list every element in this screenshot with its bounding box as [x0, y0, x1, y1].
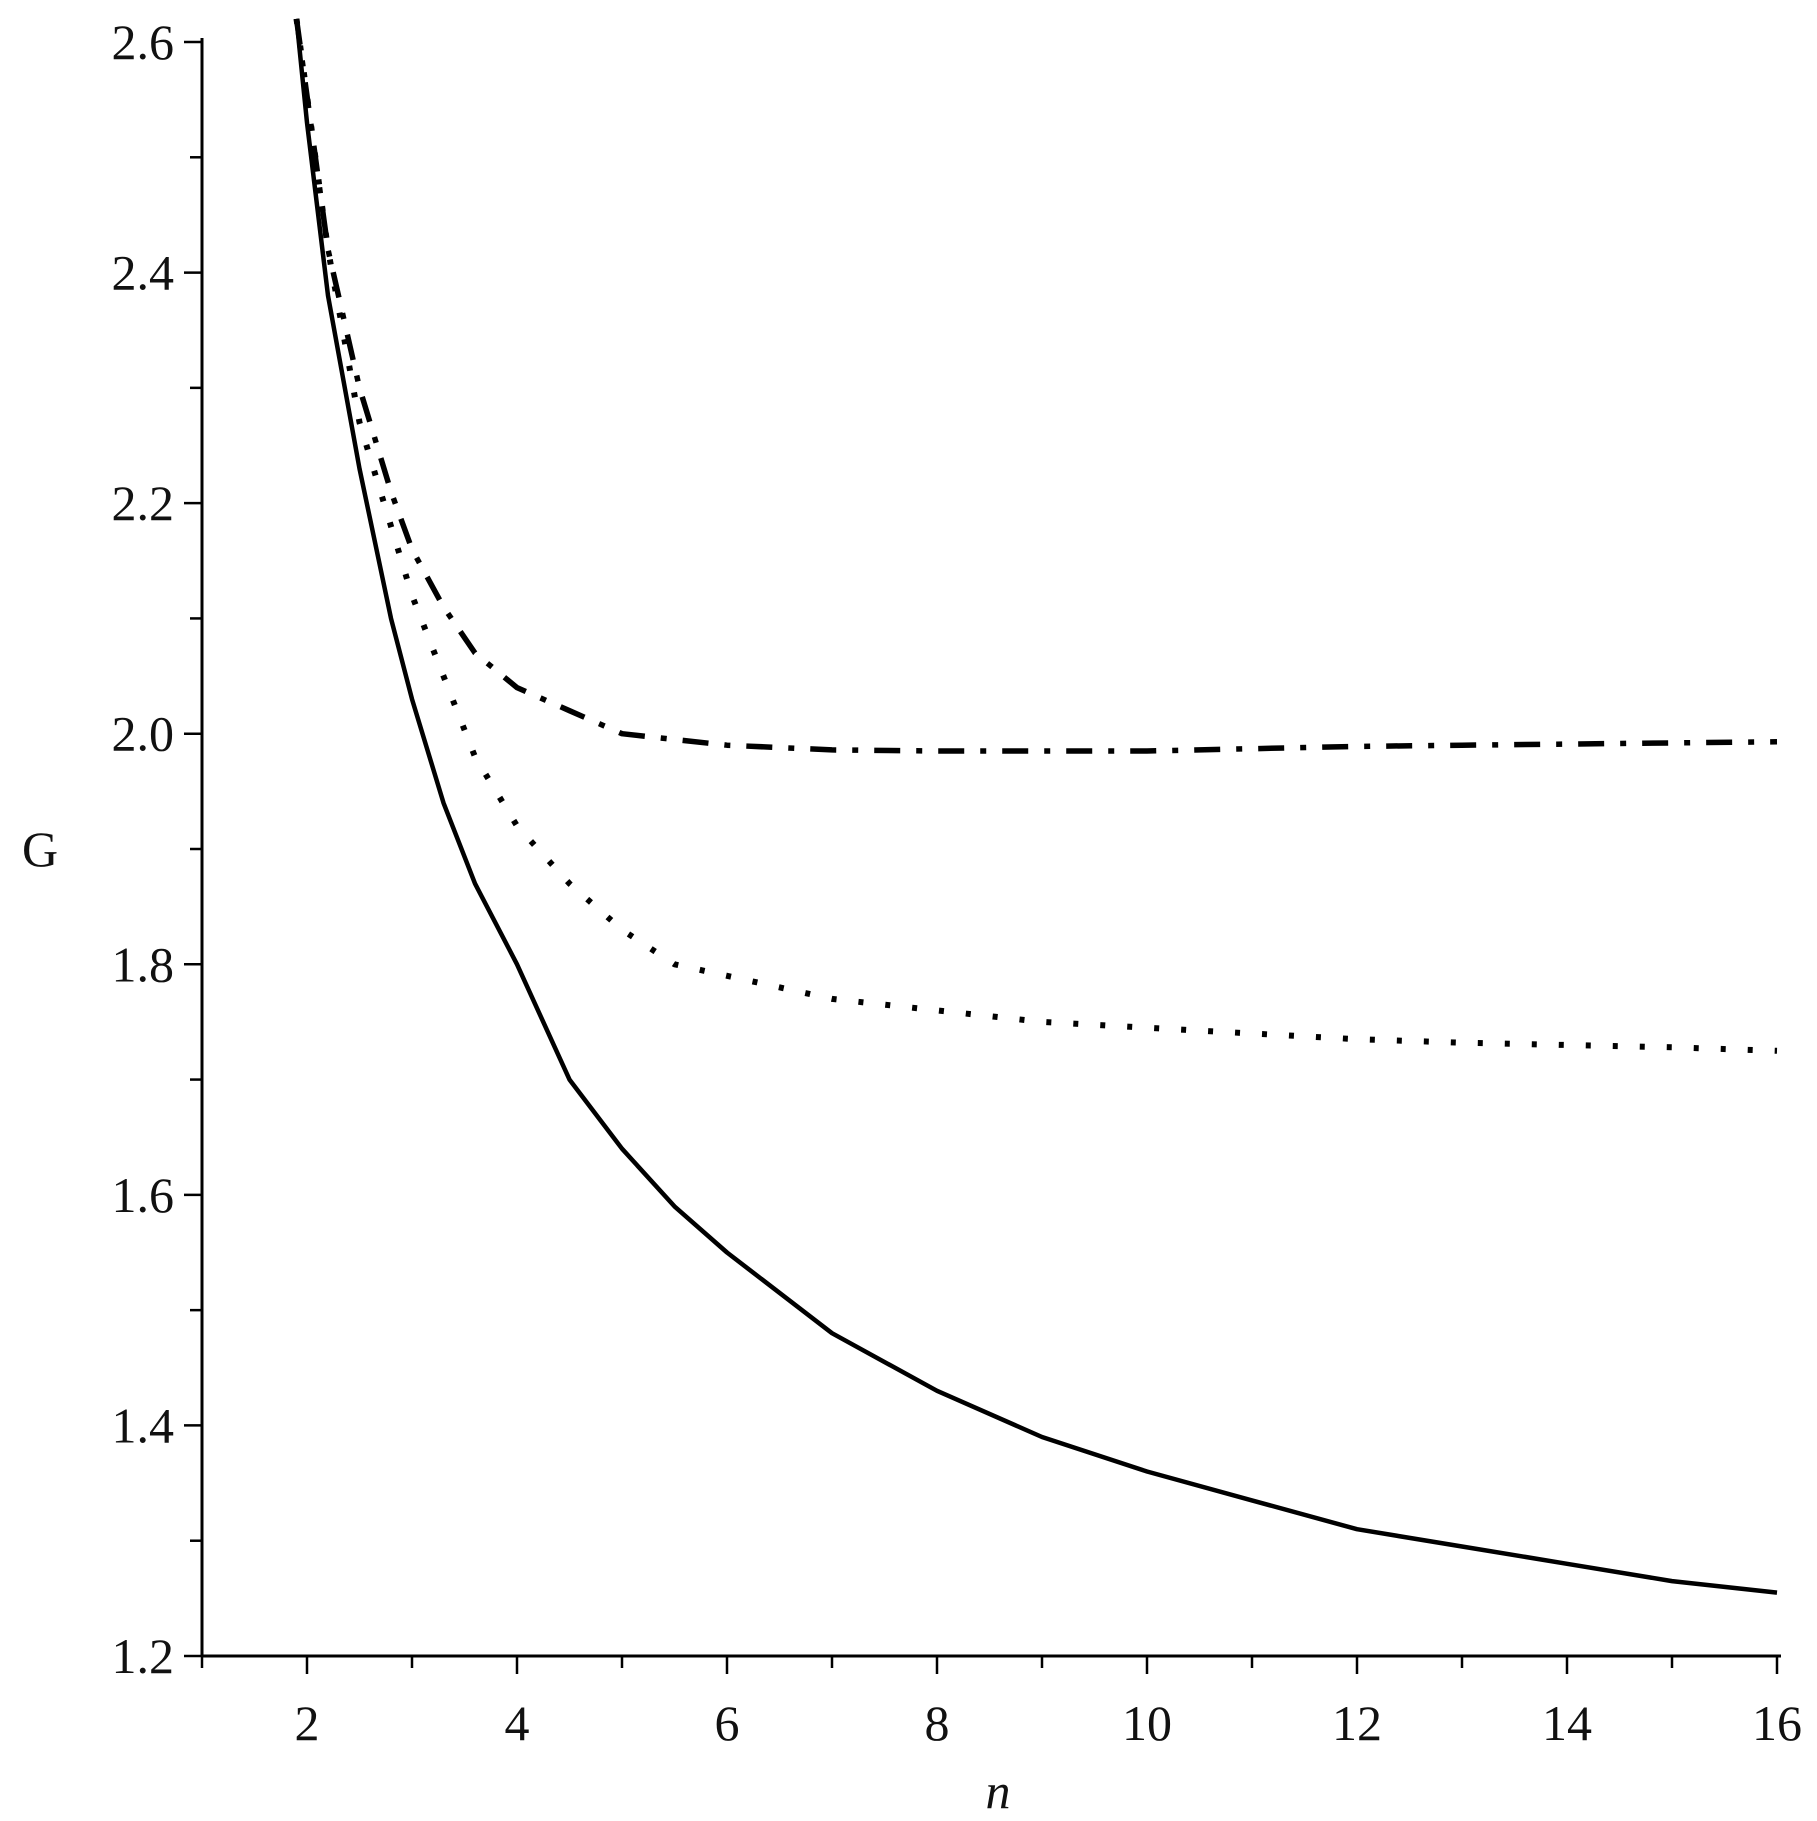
series-line-3-dashdot — [293, 18, 1778, 754]
y-tick-label: 1.6 — [112, 1167, 175, 1223]
y-tick-label: 1.8 — [112, 936, 175, 992]
series-line-2-dotted — [293, 18, 1778, 1054]
x-tick-label: 10 — [1122, 1695, 1172, 1751]
y-tick-label: 2.2 — [112, 475, 175, 531]
x-tick-label: 6 — [715, 1695, 740, 1751]
y-axis-label: G — [22, 821, 58, 877]
series-line-1-solid — [294, 18, 1778, 1595]
x-axis-label: n — [986, 1763, 1011, 1819]
tick-labels: 2 4 6 8 10 12 14 16 1.2 1.4 1.6 1.8 2.0 2.2 2.4 2.6 — [112, 14, 1803, 1751]
x-tick-label: 4 — [505, 1695, 530, 1751]
y-tick-label: 2.0 — [112, 706, 175, 762]
series-layer — [293, 18, 1778, 1595]
y-tick-label: 1.2 — [112, 1628, 175, 1684]
y-tick-label: 2.4 — [112, 245, 175, 301]
x-tick-label: 12 — [1332, 1695, 1382, 1751]
x-tick-label: 16 — [1752, 1695, 1802, 1751]
x-tick-label: 2 — [295, 1695, 320, 1751]
y-tick-label: 2.6 — [112, 14, 175, 70]
y-tick-label: 1.4 — [112, 1397, 175, 1453]
x-tick-label: 14 — [1542, 1695, 1592, 1751]
x-tick-label: 8 — [925, 1695, 950, 1751]
axes — [184, 38, 1781, 1674]
